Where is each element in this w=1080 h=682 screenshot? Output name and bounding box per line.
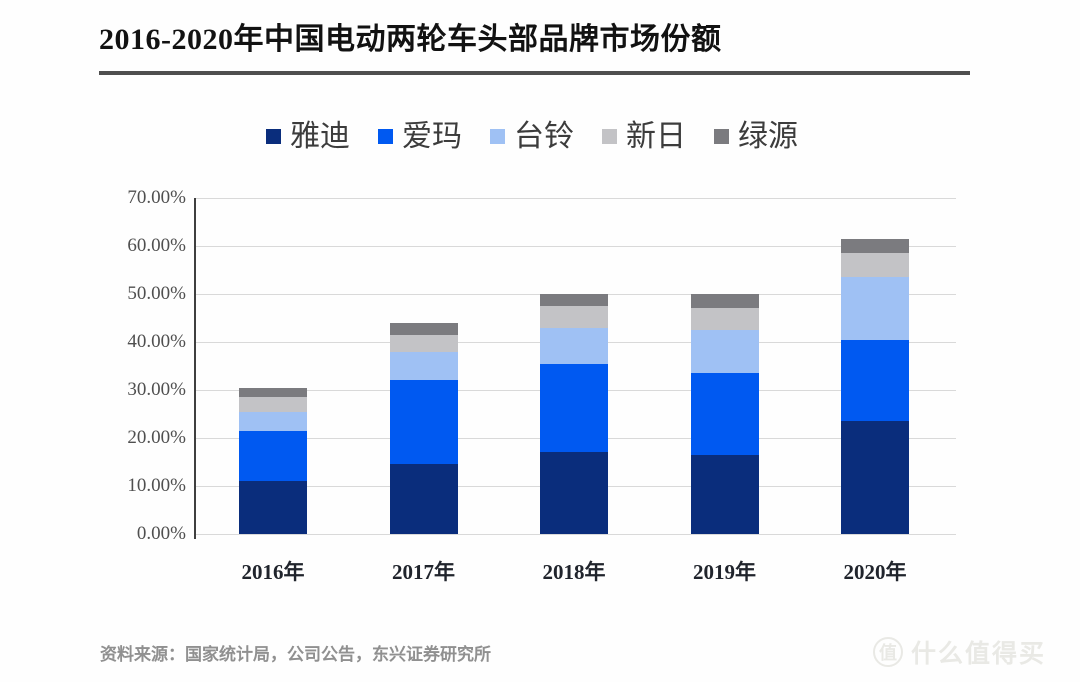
bar-2017年 (389, 322, 458, 534)
bar-segment-绿源 (239, 387, 307, 398)
legend-item-绿源: 绿源 (714, 120, 798, 153)
bar-2020年 (841, 238, 909, 534)
bar-segment-绿源 (540, 294, 608, 307)
legend-label: 爱玛 (402, 120, 462, 153)
legend-label: 新日 (626, 120, 686, 153)
bar-segment-雅迪 (389, 464, 458, 534)
bar-segment-绿源 (690, 294, 759, 309)
bar-2016年 (239, 387, 307, 534)
legend-swatch-icon (266, 129, 281, 144)
bar-segment-新日 (239, 397, 307, 412)
legend-item-雅迪: 雅迪 (266, 120, 350, 153)
bar-segment-爱玛 (239, 430, 307, 482)
legend-swatch-icon (378, 129, 393, 144)
y-tick-label: 40.00% (127, 331, 186, 352)
y-tick-label: 70.00% (127, 187, 186, 208)
legend-item-新日: 新日 (602, 120, 686, 153)
bar-segment-雅迪 (841, 421, 909, 534)
legend-label: 雅迪 (290, 120, 350, 153)
y-tick-label: 20.00% (127, 427, 186, 448)
gridline (196, 534, 956, 535)
bar-segment-新日 (389, 334, 458, 352)
chart-title: 2016-2020年中国电动两轮车头部品牌市场份额 (99, 23, 722, 56)
watermark: 值 什么值得买 (872, 634, 1046, 670)
legend-item-爱玛: 爱玛 (378, 120, 462, 153)
source-note: 资料来源：国家统计局，公司公告，东兴证券研究所 (100, 645, 491, 664)
legend-swatch-icon (714, 129, 729, 144)
bar-2019年 (690, 294, 759, 534)
y-tick-label: 50.00% (127, 283, 186, 304)
legend-swatch-icon (490, 129, 505, 144)
y-axis-line (194, 198, 196, 539)
bar-segment-新日 (540, 306, 608, 328)
bar-segment-雅迪 (540, 452, 608, 534)
y-axis-tick-labels: 0.00% 10.00% 20.00% 30.00% 40.00% 50.00% 60.00… (0, 187, 186, 544)
x-tick-label: 2018年 (542, 560, 606, 584)
legend: 雅迪 爱玛 台铃 新日 绿源 (0, 120, 1064, 153)
x-tick-label: 2020年 (843, 560, 907, 584)
bar-segment-雅迪 (690, 454, 759, 534)
x-axis-tick-labels: 2016年 2017年 2018年 2019年 2020年 (196, 556, 956, 586)
legend-swatch-icon (602, 129, 617, 144)
legend-label: 绿源 (738, 120, 798, 153)
bar-segment-台铃 (690, 330, 759, 374)
gridline (196, 198, 956, 199)
legend-label: 台铃 (514, 120, 574, 153)
bar-segment-雅迪 (239, 481, 307, 534)
bar-segment-绿源 (841, 238, 909, 254)
x-tick-label: 2017年 (392, 560, 455, 584)
watermark-logo-icon: 值 (872, 637, 903, 667)
title-divider (99, 71, 970, 75)
bar-segment-台铃 (389, 351, 458, 381)
y-tick-label: 60.00% (127, 235, 186, 256)
bar-segment-爱玛 (540, 363, 608, 453)
x-tick-label: 2019年 (693, 560, 756, 584)
bar-segment-台铃 (540, 327, 608, 364)
watermark-text: 什么值得买 (910, 641, 1046, 668)
x-tick-label: 2016年 (241, 560, 305, 584)
y-tick-label: 0.00% (136, 523, 186, 544)
gridline (196, 246, 956, 247)
y-tick-label: 30.00% (127, 379, 186, 400)
bar-segment-台铃 (841, 277, 909, 340)
bar-segment-新日 (841, 253, 909, 278)
bar-segment-爱玛 (841, 339, 909, 422)
bar-2018年 (540, 294, 608, 534)
bar-segment-爱玛 (690, 373, 759, 455)
plot-area (194, 198, 956, 539)
legend-item-台铃: 台铃 (490, 120, 574, 153)
y-tick-label: 10.00% (127, 475, 186, 496)
bar-segment-爱玛 (389, 380, 458, 465)
bar-segment-绿源 (389, 322, 458, 335)
bar-segment-台铃 (239, 411, 307, 431)
bar-segment-新日 (690, 308, 759, 331)
